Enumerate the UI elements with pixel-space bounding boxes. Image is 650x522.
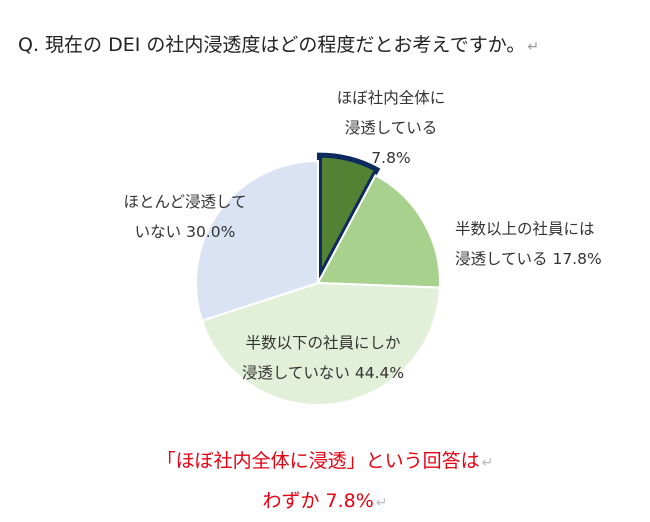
question-text: Q. 現在の DEI の社内浸透度はどの程度だとお考えですか。 <box>18 34 526 56</box>
pie-chart: ほぼ社内全体に浸透している 7.8%半数以上の社員には浸透している 17.8%半数… <box>123 89 602 406</box>
summary-line-1: 「ほぼ社内全体に浸透」という回答は ↵ <box>156 450 494 472</box>
slice-label-line: いない 30.0% <box>135 223 236 241</box>
slice-label-line: ほぼ社内全体に <box>337 89 446 107</box>
slice-nearly-all <box>316 152 381 279</box>
slice-label: ほぼ社内全体に浸透している 7.8% <box>337 89 446 167</box>
slice-label-line: 浸透している <box>345 119 438 137</box>
slice-hardly <box>195 159 319 322</box>
slice-label-line: 半数以上の社員には <box>455 220 595 238</box>
slice-label: ほとんど浸透していない 30.0% <box>123 193 246 241</box>
summary-line-2: わずか 7.8% ↵ <box>262 490 388 512</box>
return-mark: ↵ <box>481 455 494 471</box>
return-mark: ↵ <box>527 39 540 55</box>
pie-labels: ほぼ社内全体に浸透している 7.8%半数以上の社員には浸透している 17.8%半数… <box>123 89 601 382</box>
slice-label-line: 7.8% <box>371 149 410 167</box>
summary-callout: 「ほぼ社内全体に浸透」という回答は ↵ わずか 7.8% ↵ <box>0 442 650 522</box>
slice-label-line: 浸透していない 44.4% <box>242 364 404 382</box>
pie-slices <box>195 152 441 406</box>
slice-label-line: ほとんど浸透して <box>123 193 246 211</box>
slice-label-line: 浸透している 17.8% <box>455 250 602 268</box>
slice-less-than-half <box>200 281 441 406</box>
return-mark: ↵ <box>375 495 388 511</box>
question-title: Q. 現在の DEI の社内浸透度はどの程度だとお考えですか。 ↵ <box>18 30 539 57</box>
slice-label: 半数以下の社員にしか浸透していない 44.4% <box>242 334 404 382</box>
slice-label-line: 半数以下の社員にしか <box>245 334 400 352</box>
slice-label: 半数以上の社員には浸透している 17.8% <box>455 220 602 268</box>
slice-more-than-half <box>316 174 441 289</box>
